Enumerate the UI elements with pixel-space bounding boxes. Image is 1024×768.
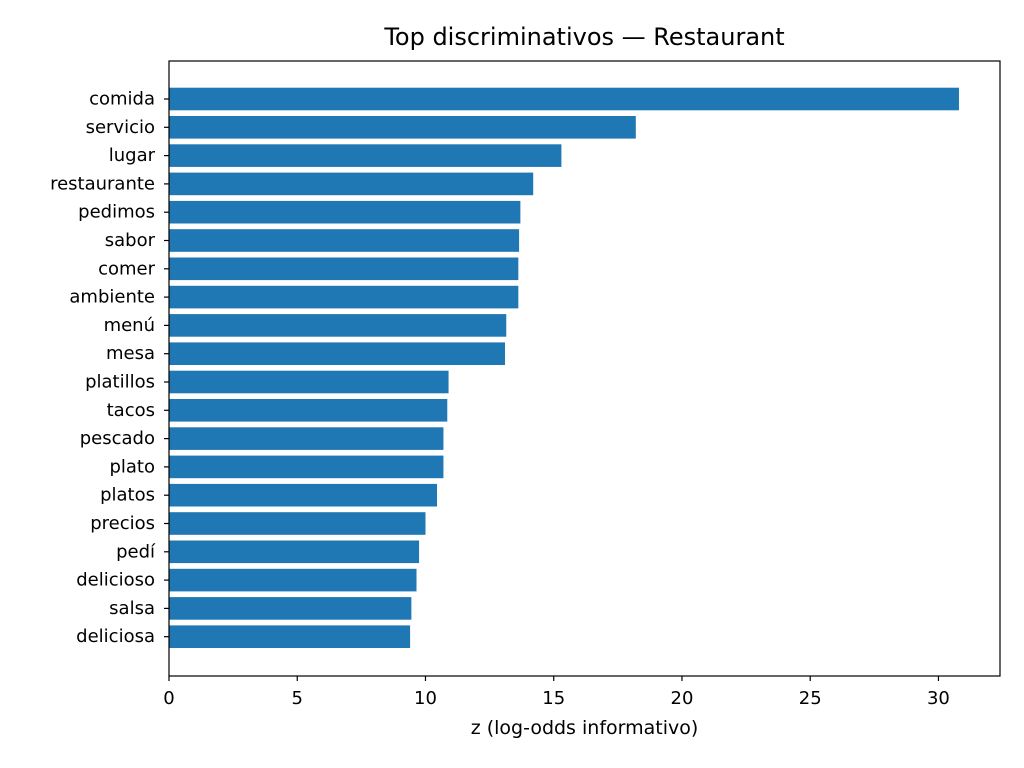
bar-tacos bbox=[169, 399, 448, 422]
plot-frame bbox=[168, 60, 1001, 677]
bar-comida bbox=[169, 87, 959, 111]
x-tick-label: 10 bbox=[414, 688, 437, 709]
y-tick-label: platillos bbox=[85, 372, 155, 393]
y-tick-label: tacos bbox=[107, 400, 155, 421]
bar-ambiente bbox=[169, 285, 519, 309]
x-tick-label: 5 bbox=[292, 688, 303, 709]
x-tick-label: 15 bbox=[542, 688, 565, 709]
bar-servicio bbox=[169, 116, 636, 139]
bar-pescado bbox=[169, 427, 444, 450]
y-tick-label: deliciosa bbox=[76, 626, 155, 647]
x-tick-label: 0 bbox=[163, 688, 174, 709]
chart-title: Top discriminativos — Restaurant bbox=[383, 23, 784, 51]
bar-delicioso bbox=[169, 568, 417, 592]
bar-precios bbox=[169, 512, 426, 535]
x-tick-label: 25 bbox=[799, 688, 822, 709]
bar-plato bbox=[169, 455, 444, 479]
bar-menú bbox=[169, 314, 507, 337]
x-axis-label: z (log-odds informativo) bbox=[471, 717, 699, 739]
x-axis-ticks: 0 5 10 15 20 25 30 bbox=[163, 676, 950, 709]
y-tick-label: pescado bbox=[80, 428, 155, 449]
y-tick-label: pedimos bbox=[78, 202, 155, 223]
bar-salsa bbox=[169, 597, 412, 620]
y-tick-label: pedí bbox=[116, 541, 156, 562]
bar-comer bbox=[169, 257, 519, 281]
bar-pedí bbox=[169, 540, 420, 564]
y-tick-label: mesa bbox=[106, 343, 155, 364]
y-axis-ticks: comida servicio lugar restaurante pedimos sab… bbox=[50, 89, 169, 647]
y-tick-label: sabor bbox=[105, 230, 156, 251]
y-tick-label: lugar bbox=[109, 145, 156, 166]
y-tick-label: platos bbox=[100, 485, 155, 506]
bar-mesa bbox=[169, 342, 505, 365]
bars-layer bbox=[169, 87, 959, 648]
y-tick-label: ambiente bbox=[69, 287, 155, 308]
bar-platillos bbox=[169, 370, 449, 394]
y-tick-label: delicioso bbox=[76, 570, 155, 591]
bar-platos bbox=[169, 483, 438, 507]
y-tick-label: plato bbox=[109, 456, 155, 477]
x-tick-label: 30 bbox=[927, 688, 950, 709]
y-tick-label: salsa bbox=[109, 598, 155, 619]
bar-restaurante bbox=[169, 172, 534, 196]
y-tick-label: precios bbox=[90, 513, 155, 534]
bar-pedimos bbox=[169, 200, 521, 224]
y-tick-label: menú bbox=[104, 315, 155, 336]
y-tick-label: restaurante bbox=[50, 173, 155, 194]
bar-sabor bbox=[169, 229, 520, 252]
y-tick-label: servicio bbox=[86, 117, 155, 138]
x-tick-label: 20 bbox=[671, 688, 694, 709]
bar-lugar bbox=[169, 144, 562, 167]
y-tick-label: comer bbox=[98, 258, 156, 279]
bar-deliciosa bbox=[169, 625, 411, 648]
y-tick-label: comida bbox=[89, 89, 155, 110]
